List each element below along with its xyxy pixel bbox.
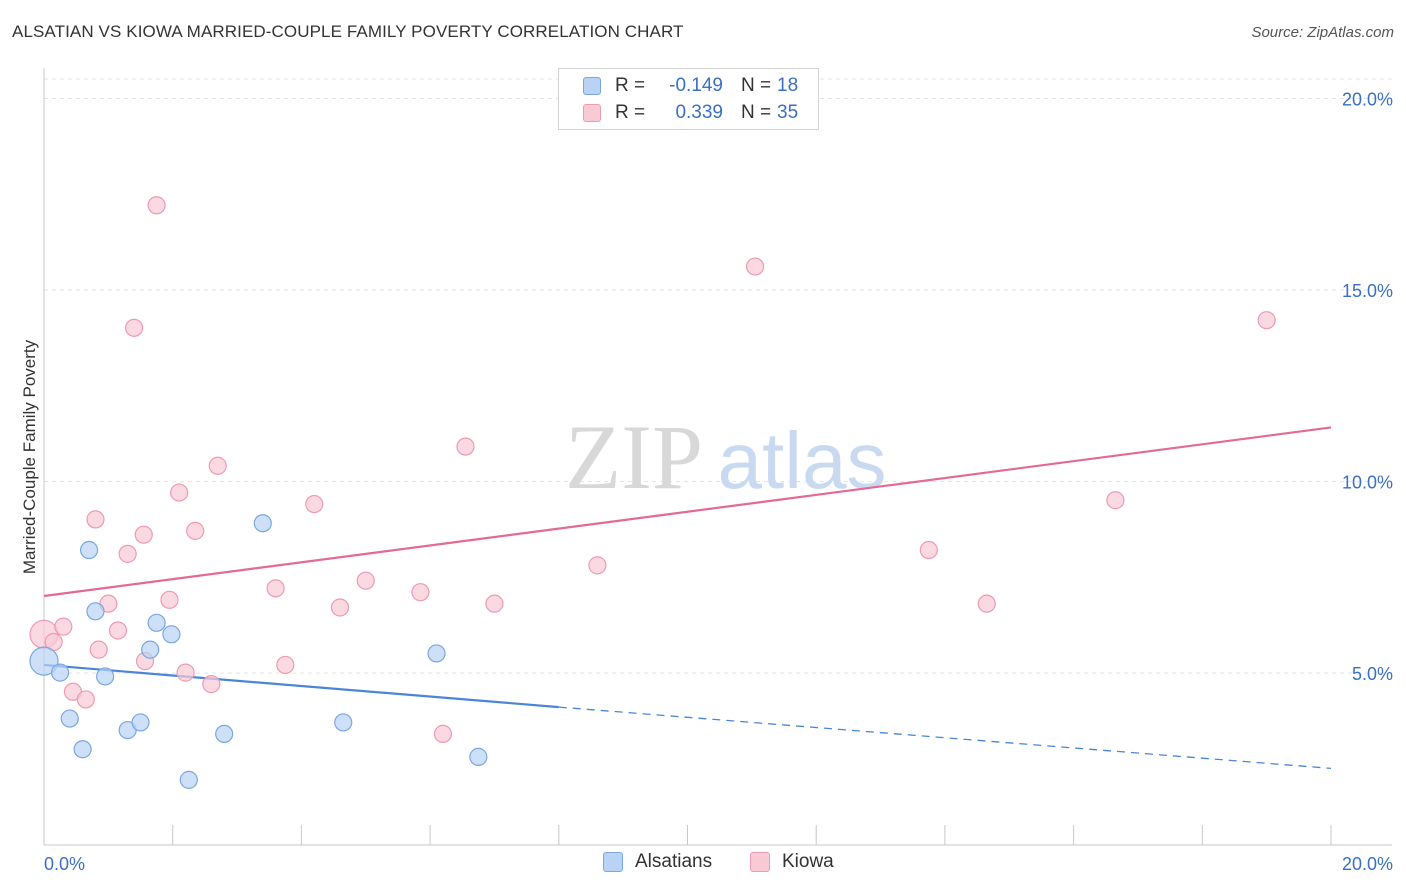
legend-label-kiowa: Kiowa (782, 851, 834, 872)
kiowa-point (1257, 311, 1276, 330)
r-label: R = (615, 102, 646, 123)
alsatians-point (427, 644, 446, 663)
kiowa-point (485, 594, 504, 613)
kiowa-point (745, 257, 765, 276)
alsatians-point (179, 770, 198, 789)
alsatians-point (86, 602, 105, 621)
n-value: 35 (777, 102, 799, 123)
legend-row-alsatians: R = -0.149 N = 18 (583, 74, 798, 98)
y-tick-label: 15.0% (1342, 281, 1393, 301)
kiowa-point (305, 494, 324, 514)
alsatians-trend-extension (558, 706, 1332, 770)
alsatians-point (162, 625, 181, 644)
y-axis-label: Married-Couple Family Poverty (20, 339, 39, 575)
alsatians-point (60, 709, 79, 728)
r-value: -0.149 (669, 75, 723, 96)
kiowa-point (1106, 491, 1125, 510)
alsatians-point (147, 613, 166, 632)
watermark-atlas: atlas (718, 416, 887, 505)
alsatians-swatch (603, 852, 623, 872)
alsatians-point (253, 514, 272, 533)
alsatians-point (131, 713, 150, 732)
alsatians-point (50, 663, 70, 682)
kiowa-point (108, 621, 128, 640)
source-label: Source: ZipAtlas.com (1251, 24, 1394, 41)
kiowa-point (170, 483, 189, 502)
x-tick-label-min: 0.0% (44, 854, 85, 874)
kiowa-point (456, 437, 475, 456)
alsatians-point (141, 640, 160, 659)
n-label: N = (741, 102, 772, 123)
kiowa-point (147, 196, 166, 215)
y-tick-label: 5.0% (1352, 664, 1393, 684)
kiowa-point (134, 525, 153, 544)
kiowa-swatch (583, 104, 601, 122)
watermark-zip: ZIP (565, 406, 703, 508)
kiowa-trend-line (43, 426, 1332, 598)
kiowa-point (118, 544, 137, 563)
kiowa-point (186, 521, 205, 540)
r-value: 0.339 (675, 102, 723, 123)
alsatians-trend-line (43, 663, 559, 709)
legend-item-alsatians[interactable]: Alsatians (603, 851, 712, 873)
alsatians-point (29, 646, 59, 676)
kiowa-swatch (750, 852, 770, 872)
series-legend: Alsatians Kiowa (0, 851, 1406, 877)
kiowa-point (919, 540, 938, 560)
kiowa-point (411, 583, 430, 602)
n-value: 18 (777, 75, 799, 96)
kiowa-point (330, 598, 350, 617)
kiowa-point (276, 655, 295, 675)
alsatians-swatch (583, 77, 601, 95)
kiowa-point (86, 510, 105, 529)
kiowa-point (977, 594, 996, 613)
kiowa-point (89, 640, 108, 659)
x-tick-label-max: 20.0% (1342, 854, 1393, 874)
kiowa-point (176, 663, 195, 682)
kiowa-point (202, 675, 221, 694)
kiowa-point (588, 556, 607, 575)
kiowa-point (124, 318, 144, 337)
correlation-legend: R = -0.149 N = 18 R = 0.339 N = 35 (558, 68, 819, 130)
kiowa-point (356, 571, 375, 590)
y-tick-label: 10.0% (1342, 473, 1393, 493)
kiowa-point (76, 690, 95, 709)
n-label: N = (741, 75, 772, 96)
kiowa-point (266, 579, 285, 598)
legend-label-alsatians: Alsatians (635, 851, 713, 872)
alsatians-point (79, 540, 99, 560)
alsatians-point (215, 724, 234, 744)
alsatians-point (469, 747, 488, 766)
r-label: R = (615, 75, 646, 96)
legend-item-kiowa[interactable]: Kiowa (750, 851, 834, 873)
alsatians-point (334, 713, 353, 732)
alsatians-point (96, 667, 115, 686)
kiowa-point (160, 590, 179, 609)
chart-title: ALSATIAN VS KIOWA MARRIED-COUPLE FAMILY … (12, 22, 684, 41)
legend-row-kiowa: R = 0.339 N = 35 (583, 101, 798, 125)
kiowa-point (208, 456, 227, 475)
alsatians-point (73, 740, 92, 759)
kiowa-point (54, 617, 73, 636)
y-tick-label: 20.0% (1342, 90, 1393, 110)
kiowa-point (433, 724, 453, 744)
